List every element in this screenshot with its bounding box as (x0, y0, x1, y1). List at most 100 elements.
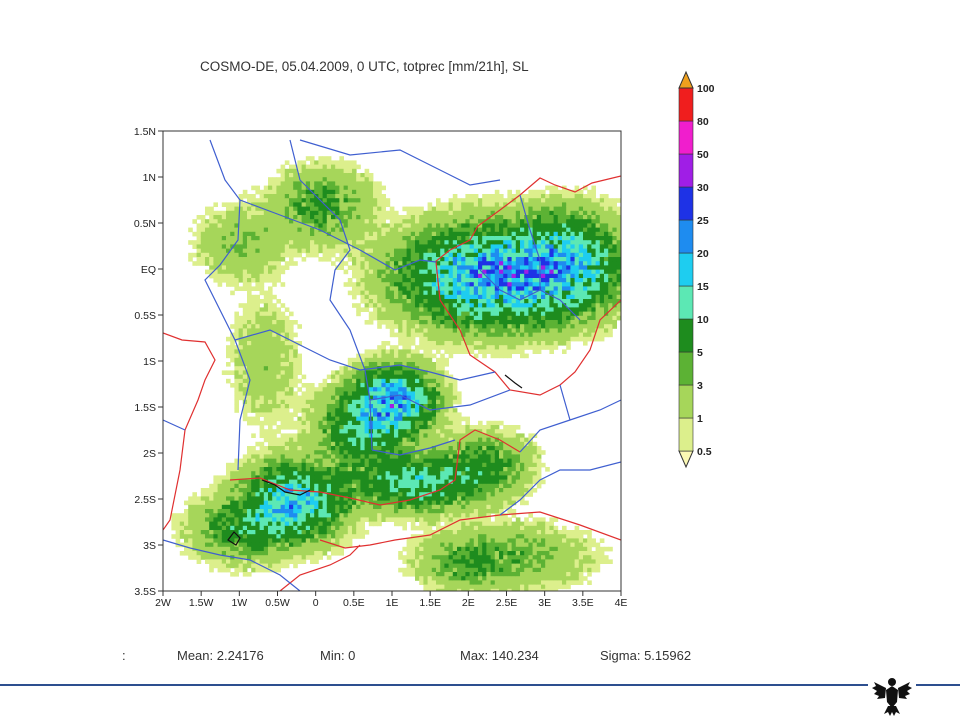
precip-cell (280, 433, 286, 438)
precip-cell (234, 378, 239, 384)
precip-cell (268, 496, 273, 501)
precip-cell (440, 210, 445, 216)
precip-cell (297, 559, 302, 564)
precip-cell (410, 248, 416, 254)
precip-cell (431, 517, 437, 522)
precip-cell (217, 517, 223, 522)
precip-cell (473, 496, 479, 501)
precip-cell (272, 257, 277, 262)
precip-cell (234, 315, 239, 321)
precip-cell (356, 366, 361, 371)
precip-cell (368, 370, 374, 375)
precip-cell (469, 551, 475, 556)
precip-cell (465, 475, 470, 480)
precip-cell (398, 471, 403, 476)
precip-cell (272, 223, 277, 228)
precip-cell (427, 546, 433, 552)
precip-cell (268, 202, 273, 207)
precip-cell (410, 328, 416, 333)
precip-cell (389, 408, 395, 413)
precip-cell (394, 223, 399, 228)
precip-cell (196, 215, 202, 220)
precip-cell (423, 349, 428, 354)
precip-cell (440, 542, 445, 548)
precip-cell (436, 509, 441, 514)
precip-cell (226, 467, 231, 472)
precip-cell (394, 378, 399, 384)
precip-cell (423, 324, 428, 329)
precip-cell (457, 546, 462, 552)
precip-cell (465, 290, 470, 296)
precip-cell (352, 370, 357, 375)
precip-cell (394, 500, 399, 506)
precip-cell (360, 521, 365, 527)
precip-cell (444, 311, 449, 317)
precip-cell (448, 433, 454, 438)
precip-cell (423, 576, 428, 581)
precip-cell (431, 483, 437, 489)
precip-cell (335, 189, 340, 195)
precip-cell (247, 370, 252, 375)
precip-cell (457, 471, 462, 476)
precip-cell (268, 353, 273, 359)
precip-cell (423, 357, 428, 363)
precip-cell (385, 383, 391, 388)
precip-cell (381, 198, 386, 203)
precip-cell (364, 231, 370, 237)
precip-cell (415, 383, 420, 388)
precip-cell (356, 353, 361, 359)
precip-cell (406, 282, 412, 287)
precip-cell (360, 185, 365, 191)
precip-cell (406, 383, 412, 388)
precip-cell (360, 399, 365, 405)
precip-cell (423, 467, 428, 472)
precip-cell (444, 567, 449, 573)
precip-cell (356, 181, 361, 186)
precip-cell (473, 231, 479, 237)
precip-cell (230, 551, 235, 556)
precip-cell (452, 307, 458, 312)
precip-cell (436, 504, 441, 510)
precip-cell (389, 378, 395, 384)
precip-cell (305, 219, 311, 224)
precip-cell (419, 454, 424, 459)
precip-cell (272, 219, 277, 224)
precip-cell (322, 467, 328, 472)
precip-cell (305, 412, 311, 417)
precip-cell (221, 546, 227, 552)
precip-cell (259, 202, 265, 207)
precip-cell (200, 261, 206, 266)
precip-cell (352, 206, 357, 212)
precip-cell (469, 286, 475, 291)
precip-cell (377, 240, 382, 245)
precip-cell (440, 504, 445, 510)
precip-cell (394, 273, 399, 279)
precip-cell (272, 530, 277, 535)
precip-cell (415, 471, 420, 476)
precip-cell (452, 219, 458, 224)
precip-cell (398, 483, 403, 489)
precip-cell (347, 521, 353, 527)
precip-cell (423, 299, 428, 304)
precip-cell (356, 504, 361, 510)
precip-cell (373, 467, 378, 472)
precip-cell (427, 563, 433, 569)
precip-cell (440, 458, 445, 464)
precip-cell (469, 315, 475, 321)
precip-cell (431, 252, 437, 258)
precip-cell (268, 307, 273, 312)
precip-cell (469, 299, 475, 304)
precip-cell (360, 446, 365, 451)
precip-cell (373, 290, 378, 296)
precip-cell (322, 483, 328, 489)
precip-cell (331, 404, 336, 409)
precip-cell (268, 446, 273, 451)
precip-cell (242, 210, 248, 216)
precip-cell (217, 546, 223, 552)
precip-cell (444, 383, 449, 388)
precip-cell (444, 504, 449, 510)
precip-cell (263, 294, 269, 300)
precip-cell (398, 231, 403, 237)
precip-cell (196, 546, 202, 552)
precip-cell (452, 492, 458, 497)
